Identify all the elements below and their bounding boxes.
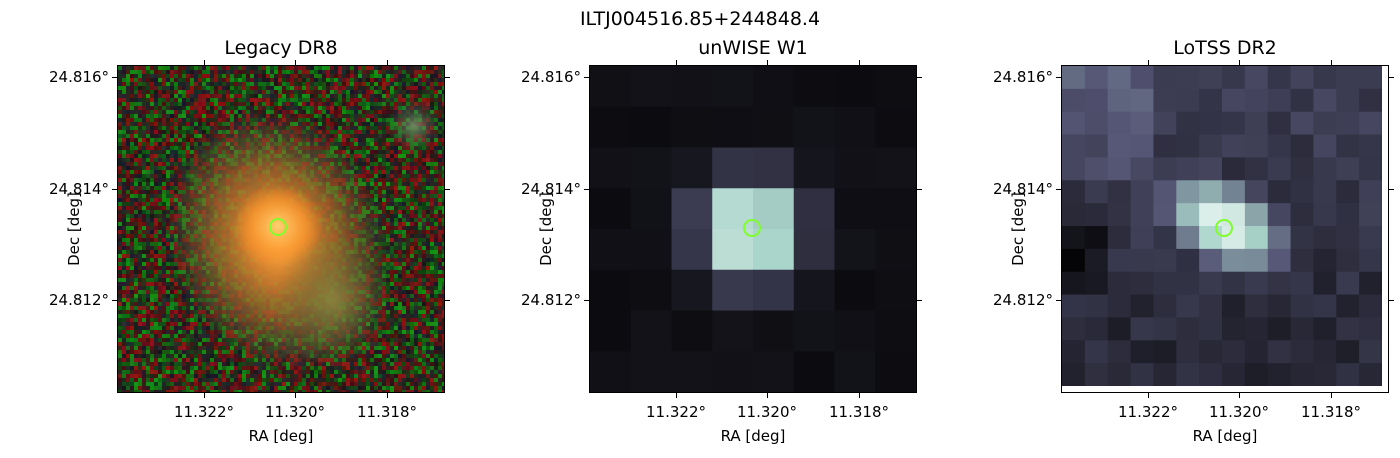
- x-tick-label: 11.322°: [1118, 403, 1178, 421]
- x-tick-label: 11.320°: [737, 403, 797, 421]
- y-tick-mark: [917, 189, 922, 190]
- panel-title: Legacy DR8: [224, 37, 338, 59]
- source-marker: [269, 218, 287, 236]
- y-tick-mark: [917, 300, 922, 301]
- panel-title: LoTSS DR2: [1173, 37, 1277, 59]
- x-tick-mark: [676, 393, 677, 398]
- y-tick-label: 24.812°: [521, 291, 581, 309]
- y-tick-mark: [1056, 189, 1061, 190]
- x-tick-label: 11.318°: [829, 403, 889, 421]
- y-tick-label: 24.816°: [49, 68, 109, 86]
- image-legacy-dr8: [117, 65, 445, 393]
- y-tick-mark: [1389, 77, 1394, 78]
- x-tick-mark: [295, 60, 296, 65]
- y-tick-label: 24.816°: [521, 68, 581, 86]
- y-tick-mark: [445, 189, 450, 190]
- panel-title: unWISE W1: [698, 37, 808, 59]
- x-tick-label: 11.320°: [265, 403, 325, 421]
- y-tick-label: 24.814°: [993, 180, 1053, 198]
- x-axis-label: RA [deg]: [1192, 427, 1258, 445]
- x-tick-label: 11.320°: [1209, 403, 1269, 421]
- y-tick-mark: [1389, 189, 1394, 190]
- x-tick-label: 11.322°: [174, 403, 234, 421]
- optical-image: [118, 66, 444, 392]
- image-unwise-w1: [589, 65, 917, 393]
- y-tick-mark: [1389, 300, 1394, 301]
- source-marker: [743, 219, 761, 237]
- y-tick-label: 24.812°: [993, 291, 1053, 309]
- x-axis-label: RA [deg]: [248, 427, 314, 445]
- y-tick-label: 24.814°: [521, 180, 581, 198]
- x-tick-mark: [387, 393, 388, 398]
- y-tick-label: 24.814°: [49, 180, 109, 198]
- panel-legacy-dr8: Legacy DR8: [49, 37, 450, 445]
- x-tick-mark: [1148, 60, 1149, 65]
- x-tick-mark: [387, 60, 388, 65]
- x-tick-label: 11.318°: [357, 403, 417, 421]
- x-tick-mark: [767, 393, 768, 398]
- y-tick-mark: [112, 77, 117, 78]
- y-tick-mark: [112, 189, 117, 190]
- y-tick-label: 24.812°: [49, 291, 109, 309]
- radio-image: [1062, 66, 1388, 392]
- x-tick-mark: [676, 60, 677, 65]
- y-tick-label: 24.816°: [993, 68, 1053, 86]
- x-tick-mark: [1331, 60, 1332, 65]
- panel-unwise-w1: unWISE W1 24.816° 24.814° 24.812° 11.322…: [521, 37, 922, 445]
- y-tick-mark: [1056, 77, 1061, 78]
- x-tick-mark: [859, 393, 860, 398]
- figure-title: ILTJ004516.85+244848.4: [579, 8, 821, 30]
- x-tick-mark: [1331, 393, 1332, 398]
- y-tick-mark: [112, 300, 117, 301]
- infrared-image: [590, 66, 916, 392]
- x-tick-mark: [767, 60, 768, 65]
- y-axis-label: Dec [deg]: [1009, 192, 1027, 266]
- y-tick-mark: [445, 77, 450, 78]
- y-axis-label: Dec [deg]: [65, 192, 83, 266]
- x-tick-label: 11.318°: [1301, 403, 1361, 421]
- y-tick-mark: [1056, 300, 1061, 301]
- panel-lotss-dr2: LoTSS DR2 24.816° 24.814° 24.812° 11.322…: [993, 37, 1394, 445]
- x-tick-mark: [1148, 393, 1149, 398]
- y-tick-mark: [445, 300, 450, 301]
- x-tick-mark: [859, 60, 860, 65]
- source-marker: [1215, 219, 1233, 237]
- x-tick-mark: [295, 393, 296, 398]
- y-tick-mark: [584, 300, 589, 301]
- y-axis-label: Dec [deg]: [537, 192, 555, 266]
- x-tick-mark: [204, 60, 205, 65]
- y-tick-mark: [917, 77, 922, 78]
- image-lotss-dr2: [1061, 65, 1389, 393]
- x-tick-mark: [204, 393, 205, 398]
- x-axis-label: RA [deg]: [720, 427, 786, 445]
- x-tick-mark: [1239, 60, 1240, 65]
- y-tick-mark: [584, 189, 589, 190]
- y-tick-mark: [584, 77, 589, 78]
- x-tick-mark: [1239, 393, 1240, 398]
- x-tick-label: 11.322°: [646, 403, 706, 421]
